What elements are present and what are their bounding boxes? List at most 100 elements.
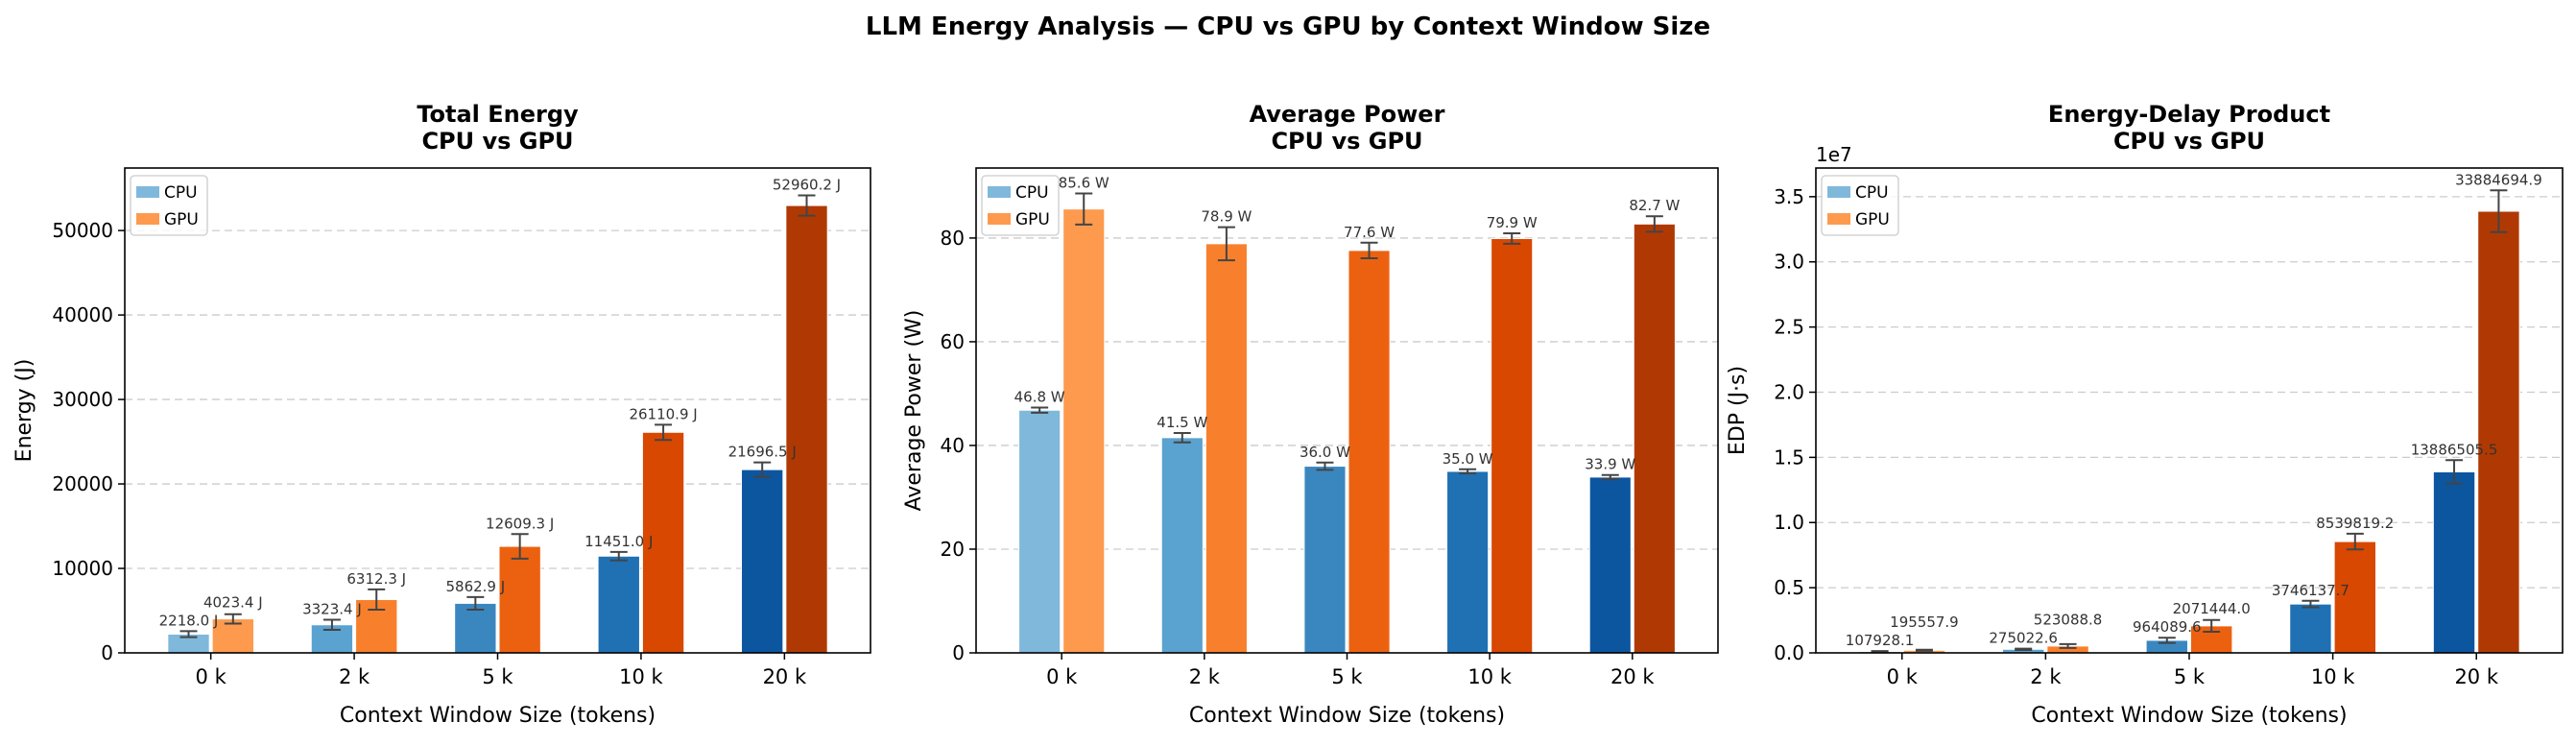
x-tick-label: 20 k [1610,665,1655,688]
chart-title: Energy-Delay Product [2048,101,2330,128]
legend-swatch [136,213,159,225]
x-tick-label: 5 k [1331,665,1363,688]
data-label: 3323.4 J [302,600,362,617]
x-tick-label: 20 k [2454,665,2498,688]
x-tick-label: 20 k [763,665,807,688]
y-tick-label: 60 [941,330,965,353]
y-tick-label: 1.5 [1774,445,1804,469]
data-label: 523088.8 [2034,612,2103,629]
x-axis-label: Context Window Size (tokens) [1189,704,1505,728]
data-label: 275022.6 [1989,630,2058,647]
legend: CPU GPU [981,175,1060,236]
gpu-bar [785,205,828,654]
data-label: 46.8 W [1014,389,1065,406]
data-label: 5862.9 J [445,578,505,595]
data-label: 6312.3 J [346,570,406,588]
data-label: 36.0 W [1300,444,1350,461]
data-label: 82.7 W [1629,197,1680,214]
y-tick-label: 2.5 [1774,316,1804,339]
x-tick-label: 10 k [2311,665,2355,688]
gpu-bar [498,545,541,654]
data-label: 107928.1 [1846,632,1915,649]
legend-swatch [136,186,159,198]
data-label: 964089.6 [2133,618,2202,636]
legend-swatch [988,186,1011,198]
data-label: 11451.0 J [584,533,653,550]
x-tick-label: 5 k [482,665,513,688]
data-label: 12609.3 J [486,515,554,532]
x-tick-label: 5 k [2174,665,2206,688]
data-label: 195557.9 [1890,614,1959,631]
gpu-bar [2477,210,2520,654]
x-axis-label: Context Window Size (tokens) [2031,704,2347,728]
chart-subtitle: CPU vs GPU [421,128,573,155]
y-tick-label: 40000 [52,303,113,326]
y-axis-label: EDP (J·s) [1726,366,1750,455]
gpu-bar [1348,250,1391,654]
data-label: 4023.4 J [203,593,263,611]
data-label: 3746137.7 [2272,582,2349,599]
data-label: 2218.0 J [159,612,219,629]
y-tick-label: 3.5 [1774,185,1804,208]
data-label: 52960.2 J [773,177,841,194]
y-tick-label: 0 [952,641,965,664]
y-tick-label: 80 [941,227,965,250]
gpu-bar [1062,208,1106,654]
data-label: 33.9 W [1585,456,1635,473]
y-axis-label: Energy (J) [12,359,36,463]
data-label: 33884694.9 [2455,171,2542,188]
data-label: 26110.9 J [629,405,697,422]
legend-label: GPU [1015,210,1050,229]
y-tick-label: 20 [941,538,965,561]
y-tick-label: 20000 [52,472,113,495]
y-offset-text: 1e7 [1816,143,1852,166]
data-label: 85.6 W [1059,174,1109,191]
data-label: 35.0 W [1443,450,1493,468]
data-label: 21696.5 J [728,444,797,461]
x-tick-label: 0 k [1046,665,1078,688]
x-tick-label: 2 k [339,665,370,688]
cpu-bar [2432,470,2476,654]
data-label: 2071444.0 [2173,600,2251,617]
y-tick-label: 0.0 [1774,641,1804,664]
cpu-bar [1160,437,1204,654]
gpu-bar [1205,243,1248,654]
legend-label: CPU [1015,183,1049,203]
y-tick-label: 10000 [52,557,113,580]
y-tick-label: 0 [101,641,113,664]
figure-suptitle: LLM Energy Analysis — CPU vs GPU by Cont… [866,12,1710,41]
legend-swatch [1827,213,1850,225]
legend: CPU GPU [1821,175,1899,236]
legend: CPU GPU [130,175,208,236]
cpu-bar [454,602,497,654]
y-tick-label: 30000 [52,388,113,411]
data-label: 79.9 W [1487,214,1538,231]
cpu-bar [1588,476,1632,654]
legend-label: CPU [1855,183,1889,203]
cpu-bar [597,555,640,654]
x-tick-label: 0 k [196,665,227,688]
x-tick-label: 2 k [2030,665,2062,688]
cpu-bar [2289,603,2332,654]
x-tick-label: 0 k [1887,665,1919,688]
y-tick-label: 3.0 [1774,251,1804,274]
y-tick-label: 2.0 [1774,380,1804,403]
data-label: 8539819.2 [2316,515,2394,532]
gpu-bar [641,431,685,654]
chart-subtitle: CPU vs GPU [1271,128,1422,155]
chart-title: Total Energy [417,101,579,128]
chart-subtitle: CPU vs GPU [2113,128,2265,155]
y-tick-label: 0.5 [1774,576,1804,599]
data-label: 77.6 W [1344,224,1395,241]
chart-title: Average Power [1250,101,1445,128]
y-tick-label: 40 [941,434,965,457]
legend-label: CPU [164,183,198,203]
cpu-bar [741,469,784,654]
legend-label: GPU [1855,210,1890,229]
gpu-bar [1491,237,1534,654]
data-label: 13886505.5 [2411,441,2498,458]
